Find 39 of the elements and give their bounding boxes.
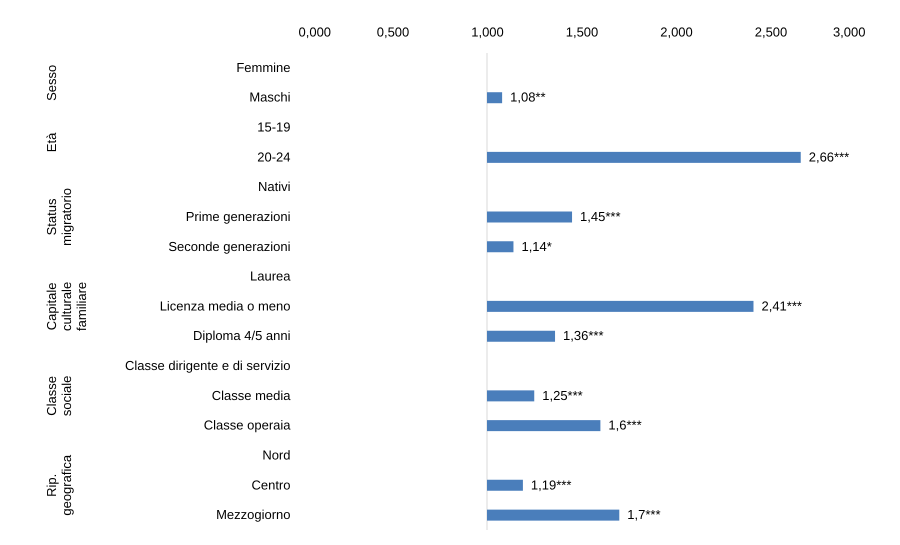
data-label: 2,41*** [761,298,802,314]
y-tick-label: Nativi [258,179,291,194]
y-tick-label: Classe dirigente e di servizio [125,358,290,374]
text: Sesso [44,64,59,101]
y-tick-label: Centro [251,477,290,492]
y-tick-label: 20-24 [257,149,290,164]
text: Classe sociale [44,376,74,416]
data-label: 2,66*** [808,149,850,164]
data-label: 1,45*** [580,208,621,224]
x-tick-label: 2,000 [660,24,693,40]
data-label: 1,7*** [627,507,661,522]
data-label: 1,6*** [608,418,642,433]
x-tick-label: 1,000 [471,24,504,40]
y-tick-label: Mezzogiorno [216,507,290,522]
y-tick-label: Classe operaia [204,418,292,433]
data-label: 1,25*** [542,388,583,403]
data-label: 1,14* [521,238,552,254]
text: Capitale culturale familiare [44,282,89,331]
y-tick-label: Laurea [250,268,292,284]
text: Età [44,132,59,152]
y-tick-label: 15-19 [257,120,290,135]
x-tick-label: 3,000 [832,24,866,40]
y-tick-label: Classe media [212,388,292,403]
text: Status migratorio [44,188,74,246]
data-label: 1,19*** [530,477,572,492]
x-tick-label: 0,500 [376,24,410,40]
y-tick-label: Femmine [236,60,290,75]
y-tick-label: Licenza media o meno [160,298,290,314]
x-tick-label: 1,500 [566,24,598,40]
y-tick-label: Diploma 4/5 anni [192,328,291,344]
data-label: 1,36*** [563,328,604,344]
x-tick-label: 2,500 [754,24,788,40]
x-tick-label: 0,000 [298,24,332,40]
text: Rip. geografica [44,454,74,516]
data-label: 1,08** [510,90,546,105]
y-tick-label: Maschi [249,90,291,105]
y-tick-label: Prime generazioni [186,208,291,224]
y-tick-label: Seconde generazioni [168,238,291,254]
y-tick-label: Nord [262,447,290,462]
